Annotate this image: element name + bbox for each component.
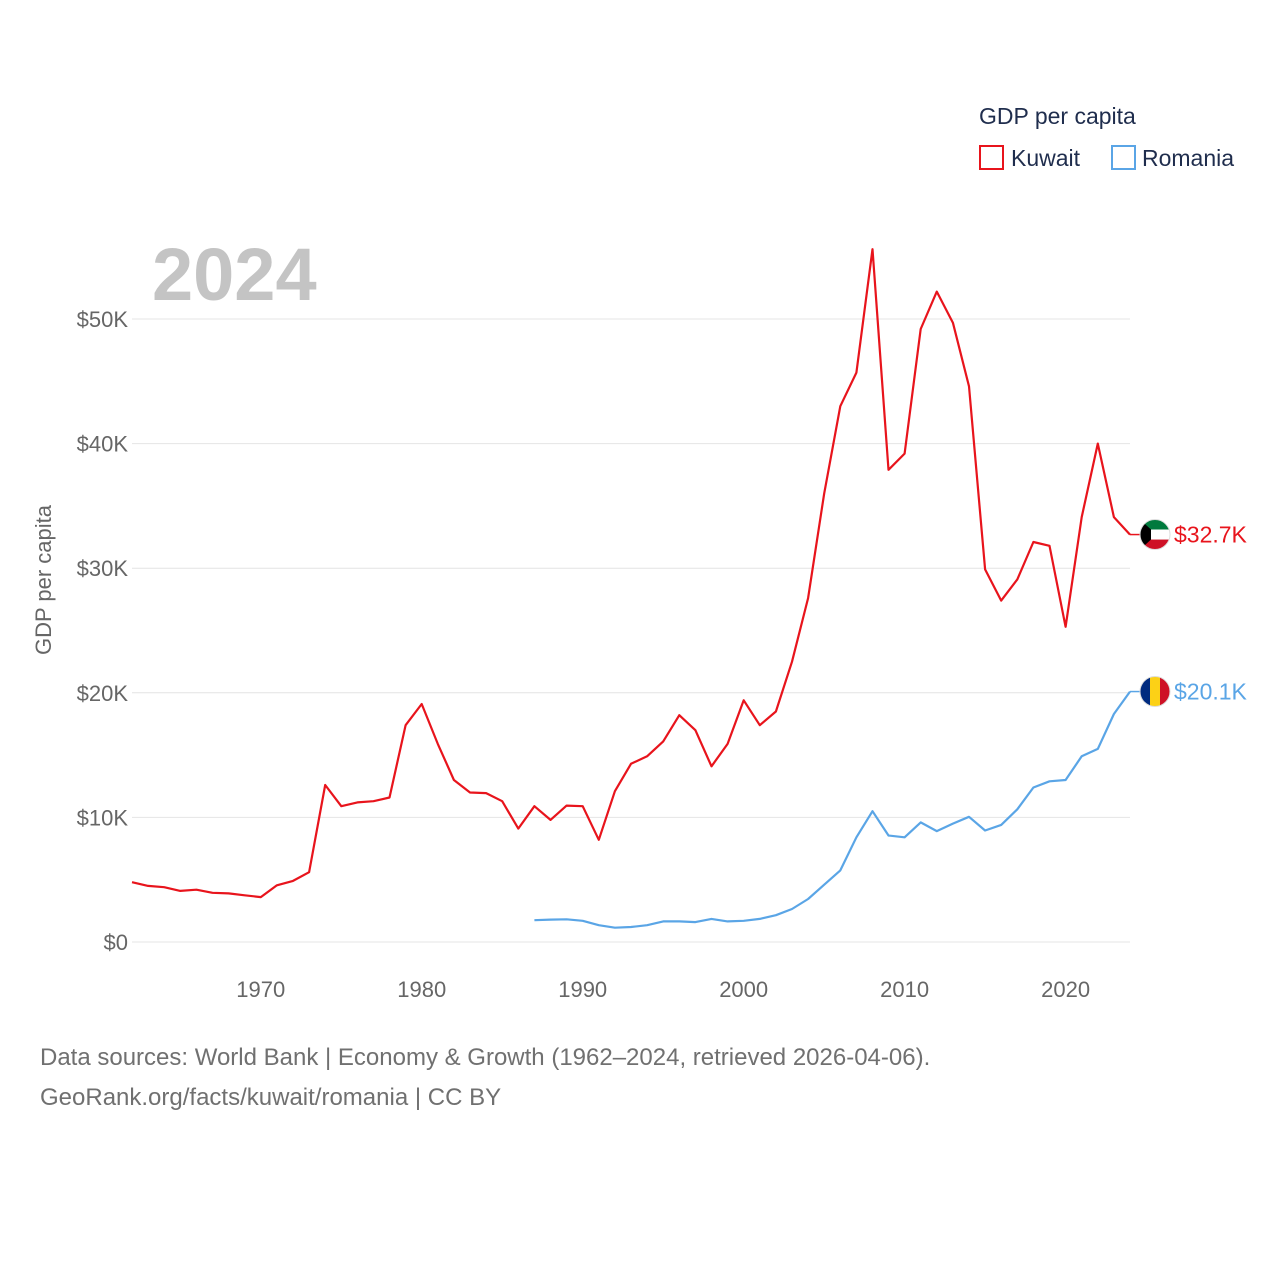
- year-label: 2024: [152, 233, 317, 316]
- end-markers: $32.7K $20.1K: [1130, 519, 1248, 708]
- y-tick-label: $10K: [77, 805, 129, 830]
- series-lines: [131, 248, 1131, 929]
- series-line-romania: [534, 690, 1131, 929]
- series-line-kuwait: [131, 248, 1131, 899]
- legend-swatch-romania: [1111, 145, 1136, 170]
- y-tick-label: $0: [104, 930, 128, 955]
- y-tick-label: $20K: [77, 681, 129, 706]
- y-axis: $0 $10K $20K $30K $40K $50K: [77, 307, 129, 955]
- legend-item-romania[interactable]: Romania: [1111, 145, 1234, 171]
- footer-sources: Data sources: World Bank | Economy & Gro…: [40, 1044, 931, 1071]
- x-tick-label: 2020: [1041, 977, 1090, 1002]
- legend-label-kuwait: Kuwait: [1011, 145, 1081, 171]
- y-tick-label: $50K: [77, 307, 129, 332]
- x-tick-label: 1970: [236, 977, 285, 1002]
- legend-title: GDP per capita: [979, 103, 1136, 129]
- x-axis: 1970 1980 1990 2000 2010 2020: [236, 977, 1090, 1002]
- romania-flag-icon: [1139, 676, 1171, 708]
- end-value-label-romania: $20.1K: [1174, 679, 1248, 705]
- legend-label-romania: Romania: [1142, 145, 1234, 171]
- y-axis-label: GDP per capita: [31, 504, 56, 655]
- x-tick-label: 1990: [558, 977, 607, 1002]
- legend-swatch-kuwait: [979, 145, 1004, 170]
- y-tick-label: $30K: [77, 556, 129, 581]
- end-value-label-kuwait: $32.7K: [1174, 522, 1248, 548]
- y-tick-label: $40K: [77, 432, 129, 457]
- footer-credit[interactable]: GeoRank.org/facts/kuwait/romania | CC BY: [40, 1084, 502, 1111]
- gridlines: [132, 318, 1130, 943]
- legend: GDP per capita Kuwait Romania: [979, 103, 1234, 171]
- x-tick-label: 2010: [880, 977, 929, 1002]
- kuwait-flag-icon: [1139, 519, 1171, 551]
- x-tick-label: 2000: [719, 977, 768, 1002]
- x-tick-label: 1980: [397, 977, 446, 1002]
- legend-item-kuwait[interactable]: Kuwait: [979, 145, 1081, 171]
